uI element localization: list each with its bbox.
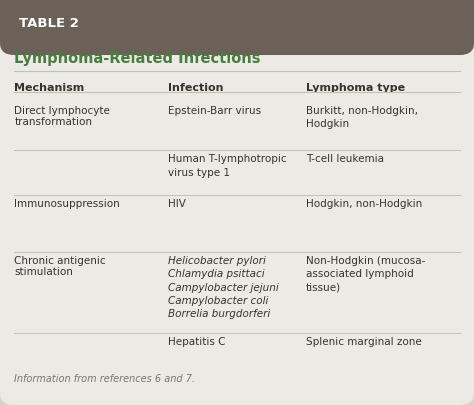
Text: Hodgkin: Hodgkin — [306, 119, 349, 129]
Text: Chronic antigenic
stimulation: Chronic antigenic stimulation — [14, 255, 106, 277]
Text: Lymphoma-Related Infections: Lymphoma-Related Infections — [14, 51, 261, 66]
FancyBboxPatch shape — [0, 40, 474, 405]
Text: Infection: Infection — [168, 83, 224, 93]
Text: Splenic marginal zone: Splenic marginal zone — [306, 336, 421, 346]
FancyBboxPatch shape — [0, 0, 474, 56]
Text: Hepatitis C: Hepatitis C — [168, 336, 226, 346]
Text: Chlamydia psittaci: Chlamydia psittaci — [168, 269, 265, 279]
Text: T-cell leukemia: T-cell leukemia — [306, 154, 384, 164]
Text: Immunosuppression: Immunosuppression — [14, 198, 120, 209]
Text: Hodgkin, non-Hodgkin: Hodgkin, non-Hodgkin — [306, 198, 422, 209]
Text: Epstein-Barr virus: Epstein-Barr virus — [168, 105, 261, 115]
Text: Campylobacter jejuni: Campylobacter jejuni — [168, 282, 279, 292]
Text: tissue): tissue) — [306, 282, 341, 292]
Text: Human T-lymphotropic: Human T-lymphotropic — [168, 154, 287, 164]
Text: Helicobacter pylori: Helicobacter pylori — [168, 255, 266, 265]
Text: virus type 1: virus type 1 — [168, 167, 230, 177]
Text: Direct lymphocyte
transformation: Direct lymphocyte transformation — [14, 105, 110, 127]
Text: HIV: HIV — [168, 198, 186, 209]
Text: Information from references 6 and 7.: Information from references 6 and 7. — [14, 373, 195, 383]
Text: Burkitt, non-Hodgkin,: Burkitt, non-Hodgkin, — [306, 105, 418, 115]
Bar — [5, 28, 469, 52]
Text: Mechanism: Mechanism — [14, 83, 84, 93]
Bar — [5, 58, 469, 401]
Text: associated lymphoid: associated lymphoid — [306, 269, 413, 279]
Text: Non-Hodgkin (mucosa-: Non-Hodgkin (mucosa- — [306, 255, 425, 265]
Text: Borrelia burgdorferi: Borrelia burgdorferi — [168, 309, 271, 319]
Text: TABLE 2: TABLE 2 — [19, 17, 79, 30]
Text: Campylobacter coli: Campylobacter coli — [168, 295, 269, 305]
Text: Lymphoma type: Lymphoma type — [306, 83, 405, 93]
